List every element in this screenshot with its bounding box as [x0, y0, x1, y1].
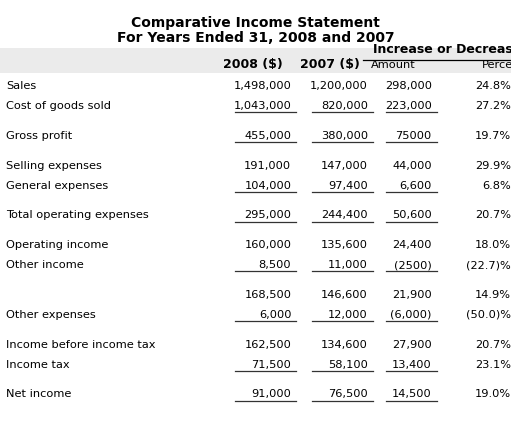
Text: Cost of goods sold: Cost of goods sold: [6, 101, 111, 111]
Text: 455,000: 455,000: [244, 131, 291, 141]
Text: 6,600: 6,600: [400, 181, 432, 190]
Text: (6,000): (6,000): [390, 310, 432, 320]
Text: Gross profit: Gross profit: [6, 131, 73, 141]
Text: 6,000: 6,000: [259, 310, 291, 320]
Text: 146,600: 146,600: [321, 290, 368, 300]
Text: 91,000: 91,000: [251, 389, 291, 399]
Text: 223,000: 223,000: [385, 101, 432, 111]
Text: 6.8%: 6.8%: [482, 181, 511, 190]
Text: 14.9%: 14.9%: [475, 290, 511, 300]
Text: 18.0%: 18.0%: [475, 240, 511, 250]
Text: 298,000: 298,000: [385, 81, 432, 91]
Text: 147,000: 147,000: [321, 161, 368, 171]
Text: 21,900: 21,900: [392, 290, 432, 300]
Text: 19.7%: 19.7%: [475, 131, 511, 141]
Text: 168,500: 168,500: [244, 290, 291, 300]
Text: 19.0%: 19.0%: [475, 389, 511, 399]
Text: 2007 ($): 2007 ($): [299, 58, 360, 72]
Text: 75000: 75000: [396, 131, 432, 141]
Text: Percent: Percent: [482, 60, 511, 70]
Text: 162,500: 162,500: [244, 340, 291, 349]
Text: 8,500: 8,500: [259, 260, 291, 270]
Text: 71,500: 71,500: [251, 360, 291, 370]
Text: Other expenses: Other expenses: [6, 310, 96, 320]
Text: 12,000: 12,000: [328, 310, 368, 320]
Text: 13,400: 13,400: [392, 360, 432, 370]
Text: 44,000: 44,000: [392, 161, 432, 171]
Text: 134,600: 134,600: [321, 340, 368, 349]
Text: Income before income tax: Income before income tax: [6, 340, 156, 349]
Text: Amount: Amount: [371, 60, 416, 70]
Text: 2008 ($): 2008 ($): [223, 58, 283, 72]
Text: Income tax: Income tax: [6, 360, 70, 370]
Text: 97,400: 97,400: [328, 181, 368, 190]
Text: 24,400: 24,400: [392, 240, 432, 250]
Text: Operating income: Operating income: [6, 240, 108, 250]
Text: 11,000: 11,000: [328, 260, 368, 270]
Text: 50,600: 50,600: [392, 211, 432, 220]
Text: (50.0)%: (50.0)%: [466, 310, 511, 320]
Text: 295,000: 295,000: [244, 211, 291, 220]
Text: 1,498,000: 1,498,000: [234, 81, 291, 91]
Text: 29.9%: 29.9%: [475, 161, 511, 171]
Text: 1,200,000: 1,200,000: [310, 81, 368, 91]
Text: 1,043,000: 1,043,000: [234, 101, 291, 111]
Text: Selling expenses: Selling expenses: [6, 161, 102, 171]
Text: 20.7%: 20.7%: [475, 340, 511, 349]
Text: (22.7)%: (22.7)%: [466, 260, 511, 270]
Text: 76,500: 76,500: [328, 389, 368, 399]
Text: Sales: Sales: [6, 81, 36, 91]
Text: For Years Ended 31, 2008 and 2007: For Years Ended 31, 2008 and 2007: [117, 31, 394, 45]
Text: 820,000: 820,000: [321, 101, 368, 111]
Text: 104,000: 104,000: [244, 181, 291, 190]
Text: Net income: Net income: [6, 389, 72, 399]
Text: 24.8%: 24.8%: [475, 81, 511, 91]
Text: 14,500: 14,500: [392, 389, 432, 399]
Text: 27,900: 27,900: [392, 340, 432, 349]
Text: 58,100: 58,100: [328, 360, 368, 370]
Text: 160,000: 160,000: [244, 240, 291, 250]
Text: Total operating expenses: Total operating expenses: [6, 211, 149, 220]
Text: 23.1%: 23.1%: [475, 360, 511, 370]
Text: 135,600: 135,600: [321, 240, 368, 250]
Text: 20.7%: 20.7%: [475, 211, 511, 220]
Text: Other income: Other income: [6, 260, 84, 270]
Text: 244,400: 244,400: [321, 211, 368, 220]
Text: (2500): (2500): [394, 260, 432, 270]
Bar: [0, 48, 511, 73]
Text: 27.2%: 27.2%: [475, 101, 511, 111]
Text: General expenses: General expenses: [6, 181, 108, 190]
Text: Comparative Income Statement: Comparative Income Statement: [131, 16, 380, 30]
Text: 191,000: 191,000: [244, 161, 291, 171]
Text: 380,000: 380,000: [321, 131, 368, 141]
Text: Increase or Decrease: Increase or Decrease: [373, 43, 511, 56]
